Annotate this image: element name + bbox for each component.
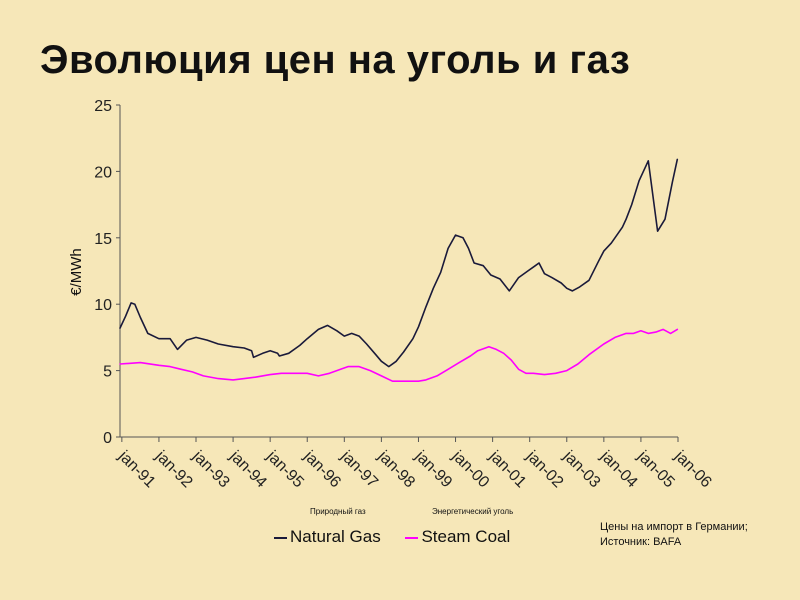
source-note: Цены на импорт в Германии; Источник: BAF… bbox=[600, 520, 748, 550]
x-tick-label: jan-99 bbox=[411, 447, 455, 491]
legend-label-gas: Natural Gas bbox=[290, 527, 381, 546]
y-tick-label: 15 bbox=[94, 231, 112, 248]
y-axis-label: €/MWh bbox=[68, 248, 85, 296]
x-tick-label: jan-04 bbox=[596, 447, 640, 491]
legend-item-gas: Natural Gas bbox=[274, 527, 385, 546]
y-tick-label: 20 bbox=[94, 164, 112, 181]
x-tick-label: jan-92 bbox=[151, 447, 195, 491]
caption-gas-ru: Природный газ bbox=[310, 507, 366, 516]
x-tick-label: jan-94 bbox=[226, 447, 270, 491]
natural-gas-series-line bbox=[119, 158, 679, 368]
legend-swatch-coal bbox=[405, 536, 419, 539]
steam-coal-series-line bbox=[119, 328, 679, 383]
legend-swatch-gas bbox=[274, 536, 287, 539]
legend-item-coal: Steam Coal bbox=[405, 527, 510, 546]
x-tick-label: jan-02 bbox=[522, 447, 566, 491]
series-layer bbox=[119, 158, 679, 383]
x-tick-label: jan-97 bbox=[337, 447, 381, 491]
source-line-1: Цены на импорт в Германии; bbox=[600, 521, 748, 533]
x-axis: jan-91jan-92jan-93jan-94jan-95jan-96jan-… bbox=[114, 436, 715, 491]
y-tick-label: 25 bbox=[94, 98, 112, 115]
x-tick-label: jan-05 bbox=[633, 447, 677, 491]
x-tick-label: jan-96 bbox=[300, 447, 344, 491]
legend-label-coal: Steam Coal bbox=[421, 527, 511, 546]
x-tick-label: jan-03 bbox=[559, 447, 603, 491]
y-tick-label: 5 bbox=[103, 364, 112, 381]
x-tick-label: jan-95 bbox=[263, 447, 307, 491]
y-tick-label: 0 bbox=[103, 430, 112, 447]
page-title: Эволюция цен на уголь и газ bbox=[40, 38, 631, 82]
caption-coal-ru: Энергетический уголь bbox=[432, 507, 514, 516]
y-tick-label: 10 bbox=[94, 297, 112, 314]
x-tick-label: jan-98 bbox=[374, 447, 418, 491]
x-tick-label: jan-93 bbox=[188, 447, 232, 491]
x-tick-label: jan-01 bbox=[485, 447, 529, 491]
source-line-2: Источник: BAFA bbox=[600, 536, 682, 548]
x-tick-label: jan-91 bbox=[114, 447, 158, 491]
x-tick-label: jan-06 bbox=[670, 447, 714, 491]
y-axis: 0 5 10 15 20 25 bbox=[94, 98, 121, 447]
chart-legend: Natural Gas Steam Coal bbox=[274, 527, 530, 547]
x-tick-label: jan-00 bbox=[448, 447, 492, 491]
